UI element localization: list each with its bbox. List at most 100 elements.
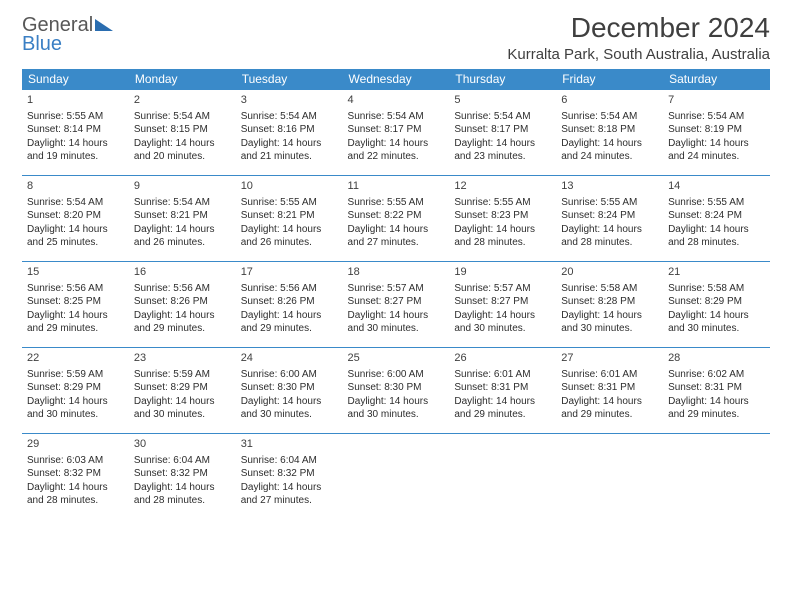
weekday-header: Saturday xyxy=(663,69,770,90)
day-number: 18 xyxy=(348,265,445,280)
daylight-line: Daylight: 14 hours and 28 minutes. xyxy=(454,223,551,250)
calendar-cell: 9Sunrise: 5:54 AMSunset: 8:21 PMDaylight… xyxy=(129,176,236,262)
sunset-line: Sunset: 8:24 PM xyxy=(668,209,765,223)
calendar-table: Sunday Monday Tuesday Wednesday Thursday… xyxy=(22,69,770,520)
calendar-cell: 15Sunrise: 5:56 AMSunset: 8:25 PMDayligh… xyxy=(22,262,129,348)
sunrise-line: Sunrise: 5:56 AM xyxy=(27,282,124,296)
daylight-line: Daylight: 14 hours and 30 minutes. xyxy=(241,395,338,422)
sunrise-line: Sunrise: 6:01 AM xyxy=(454,368,551,382)
daylight-line: Daylight: 14 hours and 27 minutes. xyxy=(241,481,338,508)
sunrise-line: Sunrise: 5:57 AM xyxy=(348,282,445,296)
sunrise-line: Sunrise: 5:55 AM xyxy=(27,110,124,124)
calendar-cell: 11 Sunrise: 5:55 AMSunset: 8:22 PMDayligh… xyxy=(343,176,450,262)
calendar-cell: 2Sunrise: 5:54 AMSunset: 8:15 PMDaylight… xyxy=(129,90,236,176)
day-number: 16 xyxy=(134,265,231,280)
sunrise-line: Sunrise: 5:59 AM xyxy=(134,368,231,382)
sunrise-line: Sunrise: 5:54 AM xyxy=(454,110,551,124)
calendar-cell: 30Sunrise: 6:04 AMSunset: 8:32 PMDayligh… xyxy=(129,434,236,520)
logo-text: General Blue xyxy=(22,16,113,54)
daylight-line: Daylight: 14 hours and 28 minutes. xyxy=(134,481,231,508)
calendar-cell xyxy=(449,434,556,520)
sunrise-line: Sunrise: 5:55 AM xyxy=(241,196,338,210)
calendar-cell: 6Sunrise: 5:54 AMSunset: 8:18 PMDaylight… xyxy=(556,90,663,176)
calendar-cell: 21Sunrise: 5:58 AMSunset: 8:29 PMDayligh… xyxy=(663,262,770,348)
sunrise-line: Sunrise: 5:54 AM xyxy=(348,110,445,124)
daylight-line: Daylight: 14 hours and 29 minutes. xyxy=(454,395,551,422)
day-number: 31 xyxy=(241,437,338,452)
calendar-cell: 18Sunrise: 5:57 AMSunset: 8:27 PMDayligh… xyxy=(343,262,450,348)
day-number: 29 xyxy=(27,437,124,452)
sunrise-line: Sunrise: 6:03 AM xyxy=(27,454,124,468)
calendar-cell: 3Sunrise: 5:54 AMSunset: 8:16 PMDaylight… xyxy=(236,90,343,176)
sunset-line: Sunset: 8:24 PM xyxy=(561,209,658,223)
sunrise-line: Sunrise: 6:00 AM xyxy=(348,368,445,382)
day-number: 22 xyxy=(27,351,124,366)
weekday-header: Monday xyxy=(129,69,236,90)
sunrise-line: Sunrise: 5:54 AM xyxy=(561,110,658,124)
daylight-line: Daylight: 14 hours and 26 minutes. xyxy=(134,223,231,250)
daylight-line: Daylight: 14 hours and 30 minutes. xyxy=(454,309,551,336)
sunset-line: Sunset: 8:31 PM xyxy=(454,381,551,395)
day-number: 21 xyxy=(668,265,765,280)
calendar-cell: 29Sunrise: 6:03 AMSunset: 8:32 PMDayligh… xyxy=(22,434,129,520)
calendar-cell: 24Sunrise: 6:00 AMSunset: 8:30 PMDayligh… xyxy=(236,348,343,434)
sunrise-line: Sunrise: 5:55 AM xyxy=(348,196,445,210)
sail-icon xyxy=(95,19,113,31)
day-number: 7 xyxy=(668,93,765,108)
calendar-row: 29 Sunrise: 6:03 AMSunset: 8:32 PM Dayligh… xyxy=(22,434,770,520)
daylight-line: Daylight: 14 hours and 23 minutes. xyxy=(454,137,551,164)
sunset-line: Sunset: 8:19 PM xyxy=(668,123,765,137)
sunrise-line: Sunrise: 5:55 AM xyxy=(561,196,658,210)
day-number: 30 xyxy=(134,437,231,452)
sunrise-line: Sunrise: 5:54 AM xyxy=(241,110,338,124)
calendar-cell: 10Sunrise: 5:55 AMSunset: 8:21 PMDayligh… xyxy=(236,176,343,262)
calendar-cell: 22Sunrise: 5:59 AMSunset: 8:29 PMDayligh… xyxy=(22,348,129,434)
sunrise-line: Sunrise: 6:00 AM xyxy=(241,368,338,382)
sunset-line: Sunset: 8:26 PM xyxy=(241,295,338,309)
sunset-line: Sunset: 8:30 PM xyxy=(241,381,338,395)
daylight-line: Daylight: 14 hours and 30 minutes. xyxy=(348,395,445,422)
calendar-cell: 28Sunrise: 6:02 AMSunset: 8:31 PMDayligh… xyxy=(663,348,770,434)
calendar-row: 22Sunrise: 5:59 AMSunset: 8:29 PMDayligh… xyxy=(22,348,770,434)
sunset-line: Sunset: 8:32 PM xyxy=(27,467,124,481)
day-number: 1 xyxy=(27,93,124,108)
calendar-cell xyxy=(663,434,770,520)
sunset-line: Sunset: 8:15 PM xyxy=(134,123,231,137)
day-number: 10 xyxy=(241,179,338,194)
weekday-header: Tuesday xyxy=(236,69,343,90)
sunrise-line: Sunrise: 5:54 AM xyxy=(134,110,231,124)
day-number: 28 xyxy=(668,351,765,366)
daylight-line: Daylight: 14 hours and 22 minutes. xyxy=(348,137,445,164)
calendar-cell: 31Sunrise: 6:04 AMSunset: 8:32 PMDayligh… xyxy=(236,434,343,520)
calendar-cell: 14Sunrise: 5:55 AMSunset: 8:24 PMDayligh… xyxy=(663,176,770,262)
calendar-cell: 12Sunrise: 5:55 AMSunset: 8:23 PMDayligh… xyxy=(449,176,556,262)
calendar-cell: 19Sunrise: 5:57 AMSunset: 8:27 PMDayligh… xyxy=(449,262,556,348)
daylight-line: Daylight: 14 hours and 27 minutes. xyxy=(348,223,445,250)
day-number: 5 xyxy=(454,93,551,108)
sunset-line: Sunset: 8:27 PM xyxy=(454,295,551,309)
day-number: 12 xyxy=(454,179,551,194)
daylight-line: Daylight: 14 hours and 30 minutes. xyxy=(27,395,124,422)
weekday-header: Thursday xyxy=(449,69,556,90)
sunset-line: Sunset: 8:29 PM xyxy=(668,295,765,309)
sunrise-line: Sunrise: 6:04 AM xyxy=(134,454,231,468)
daylight-line: Daylight: 14 hours and 30 minutes. xyxy=(668,309,765,336)
daylight-line: Daylight: 14 hours and 29 minutes. xyxy=(27,309,124,336)
daylight-line: Daylight: 14 hours and 21 minutes. xyxy=(241,137,338,164)
sunset-line: Sunset: 8:28 PM xyxy=(561,295,658,309)
calendar-page: General Blue December 2024 Kurralta Park… xyxy=(0,0,792,532)
day-number: 8 xyxy=(27,179,124,194)
calendar-cell: 25Sunrise: 6:00 AMSunset: 8:30 PMDayligh… xyxy=(343,348,450,434)
calendar-cell: 4Sunrise: 5:54 AMSunset: 8:17 PMDaylight… xyxy=(343,90,450,176)
daylight-line: Daylight: 14 hours and 19 minutes. xyxy=(27,137,124,164)
day-number: 26 xyxy=(454,351,551,366)
calendar-cell xyxy=(556,434,663,520)
daylight-line: Daylight: 14 hours and 29 minutes. xyxy=(561,395,658,422)
day-number: 11 xyxy=(348,179,445,194)
daylight-line: Daylight: 14 hours and 20 minutes. xyxy=(134,137,231,164)
sunset-line: Sunset: 8:22 PM xyxy=(348,209,445,223)
day-number: 27 xyxy=(561,351,658,366)
sunrise-line: Sunrise: 6:04 AM xyxy=(241,454,338,468)
daylight-line: Daylight: 14 hours and 24 minutes. xyxy=(668,137,765,164)
calendar-cell: 8Sunrise: 5:54 AMSunset: 8:20 PMDaylight… xyxy=(22,176,129,262)
